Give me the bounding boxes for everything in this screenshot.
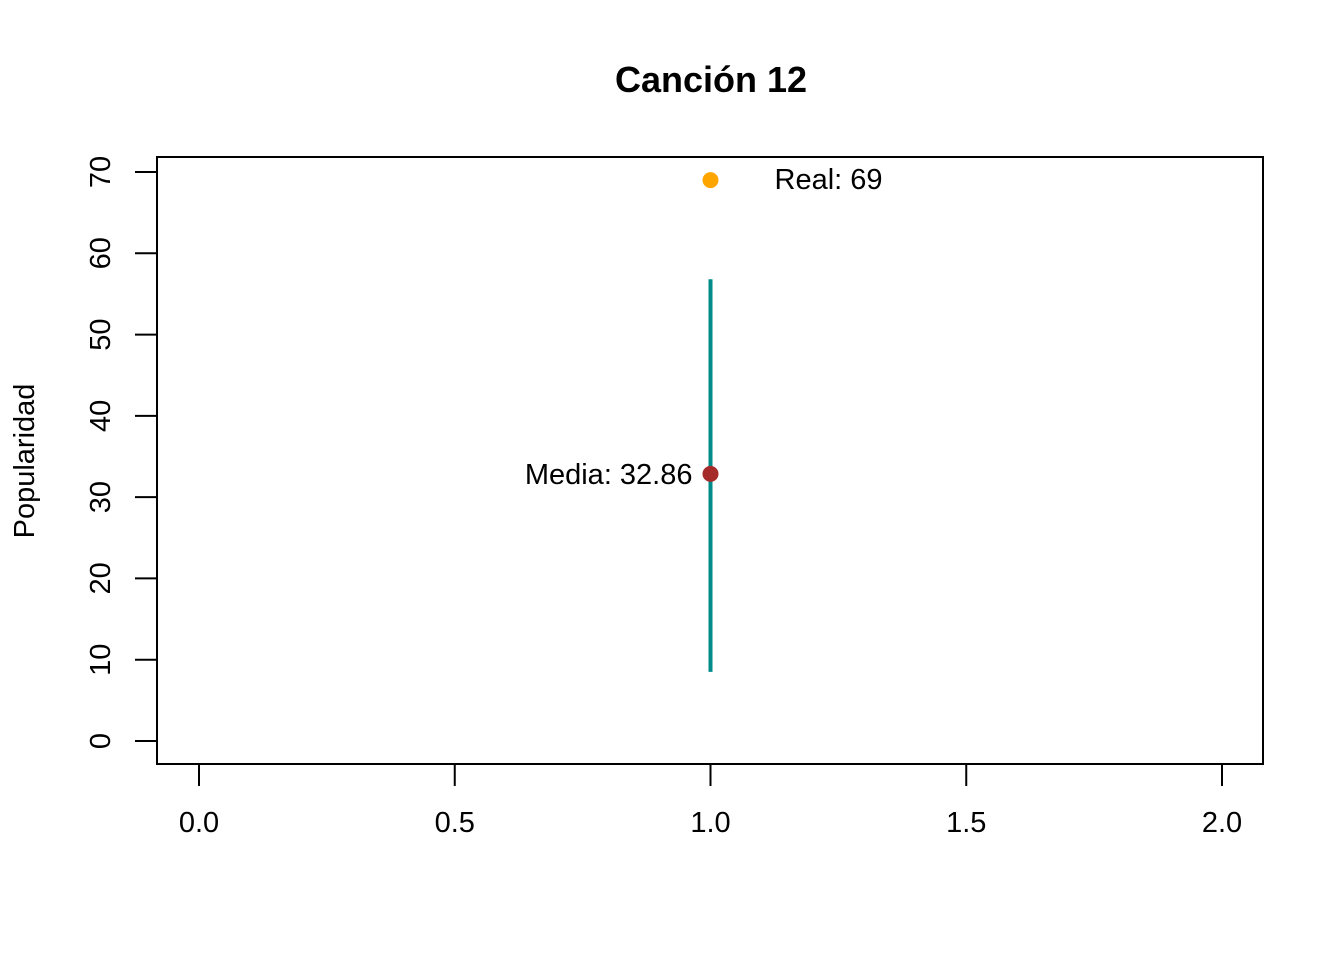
x-tick-label: 0.0	[179, 807, 219, 839]
mean-point	[702, 465, 719, 482]
x-tick-label: 0.5	[435, 807, 475, 839]
y-tick-label: 30	[85, 481, 117, 513]
y-tick-label: 50	[85, 318, 117, 350]
chart-title: Canción 12	[615, 59, 807, 100]
x-tick-label: 1.5	[946, 807, 986, 839]
y-tick-label: 0	[85, 733, 117, 749]
x-axis: 0.0 0.5 1.0 1.5 2.0	[179, 763, 1242, 839]
y-axis-label: Popularidad	[9, 384, 41, 539]
plot-marks: Media: 32.86 Real: 69	[525, 164, 883, 672]
x-tick-label: 1.0	[690, 807, 730, 839]
y-tick-label: 10	[85, 644, 117, 676]
real-label: Real: 69	[775, 164, 883, 196]
y-tick-label: 20	[85, 562, 117, 594]
x-tick-label: 2.0	[1202, 807, 1242, 839]
y-tick-label: 40	[85, 400, 117, 432]
y-axis: 0 10 20 30 40 50 60 70	[85, 156, 158, 749]
real-point	[702, 172, 719, 189]
y-tick-label: 60	[85, 237, 117, 269]
y-tick-label: 70	[85, 156, 117, 188]
mean-label: Media: 32.86	[525, 459, 693, 491]
